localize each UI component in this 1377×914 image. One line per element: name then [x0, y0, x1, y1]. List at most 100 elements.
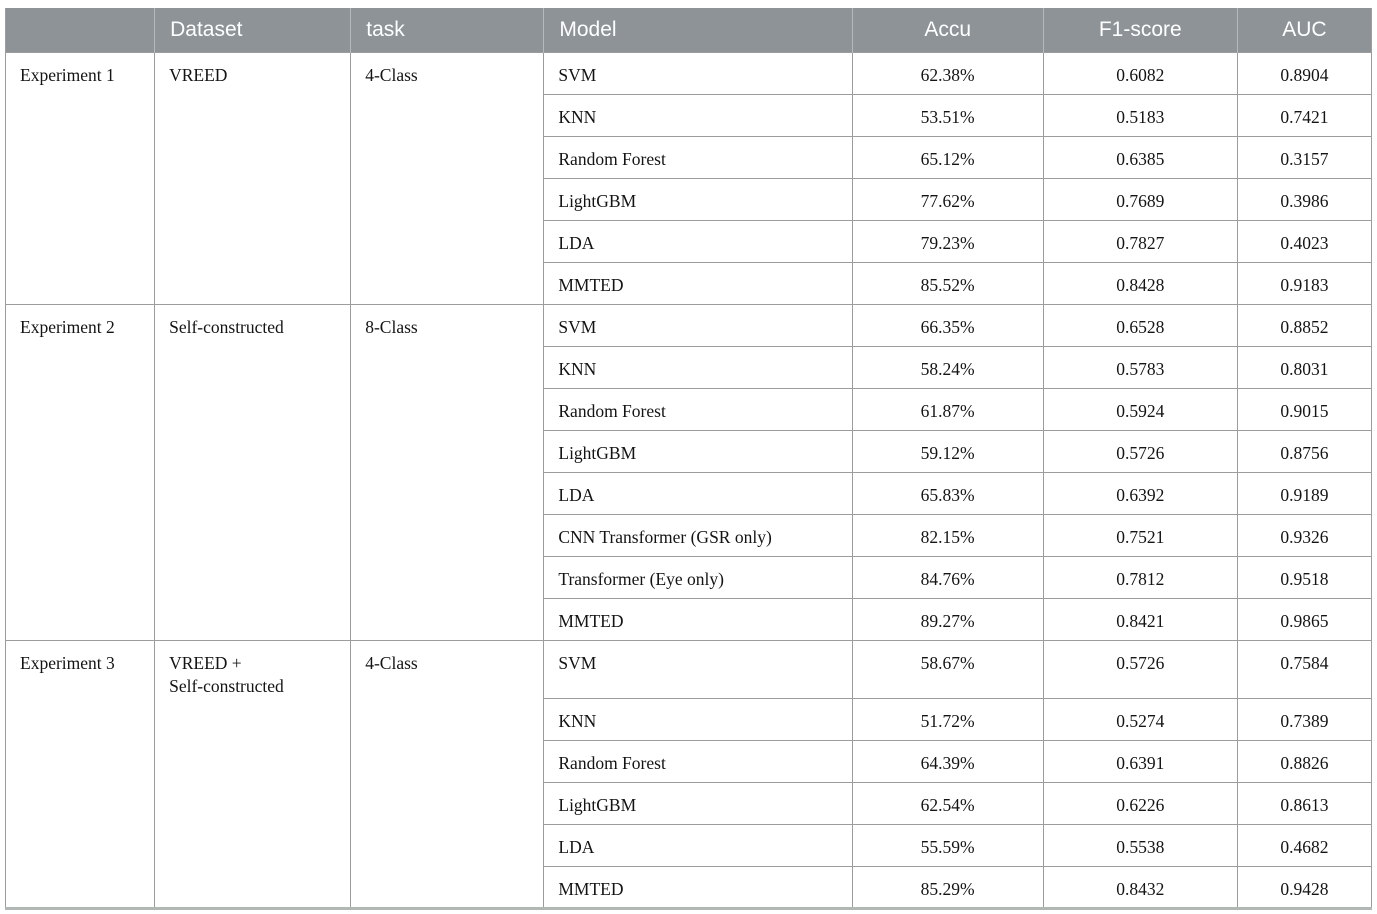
f1-cell: 0.6392: [1042, 471, 1238, 515]
task-cell: 4-Class: [350, 51, 545, 305]
accu-cell: 79.23%: [851, 219, 1044, 263]
col-header-f1-score: F1-score: [1042, 8, 1238, 52]
table-row: KNN 58.24% 0.5783 0.8031: [6, 345, 1373, 389]
auc-cell: 0.7421: [1236, 93, 1373, 137]
accu-cell: 51.72%: [851, 697, 1044, 741]
auc-cell: 0.8613: [1236, 781, 1373, 825]
col-header-auc: AUC: [1236, 8, 1372, 52]
f1-cell: 0.7689: [1042, 177, 1238, 221]
accu-cell: 65.83%: [851, 471, 1044, 515]
auc-cell: 0.8904: [1236, 51, 1373, 95]
accu-cell: 53.51%: [851, 93, 1044, 137]
table-row: MMTED 85.29% 0.8432 0.9428: [6, 865, 1373, 909]
table-row: LightGBM 59.12% 0.5726 0.8756: [6, 429, 1373, 473]
accu-cell: 59.12%: [851, 429, 1044, 473]
auc-cell: 0.9189: [1236, 471, 1373, 515]
auc-cell: 0.9183: [1236, 261, 1373, 305]
table-row: LDA 55.59% 0.5538 0.4682: [6, 823, 1373, 867]
model-cell: LDA: [543, 219, 853, 263]
accu-cell: 65.12%: [851, 135, 1044, 179]
accu-cell: 64.39%: [851, 739, 1044, 783]
auc-cell: 0.9518: [1236, 555, 1373, 599]
table-row: KNN 53.51% 0.5183 0.7421: [6, 93, 1373, 137]
table-row: Random Forest 65.12% 0.6385 0.3157: [6, 135, 1373, 179]
accu-cell: 62.54%: [851, 781, 1044, 825]
results-table-container: Dataset task Model Accu F1-score AUC Exp…: [4, 8, 1373, 910]
accu-cell: 85.52%: [851, 261, 1044, 305]
f1-cell: 0.5726: [1042, 639, 1238, 699]
col-header-model: Model: [543, 8, 853, 52]
accu-cell: 55.59%: [851, 823, 1044, 867]
model-cell: Random Forest: [543, 135, 853, 179]
auc-cell: 0.8852: [1236, 303, 1373, 347]
col-header-accu: Accu: [851, 8, 1044, 52]
f1-cell: 0.5183: [1042, 93, 1238, 137]
auc-cell: 0.9865: [1236, 597, 1373, 641]
accu-cell: 61.87%: [851, 387, 1044, 431]
table-row: LDA 65.83% 0.6392 0.9189: [6, 471, 1373, 515]
model-cell: Random Forest: [543, 739, 853, 783]
auc-cell: 0.4682: [1236, 823, 1373, 867]
accu-cell: 82.15%: [851, 513, 1044, 557]
table-row: LightGBM 77.62% 0.7689 0.3986: [6, 177, 1373, 221]
f1-cell: 0.8432: [1042, 865, 1238, 909]
auc-cell: 0.3986: [1236, 177, 1373, 221]
f1-cell: 0.5924: [1042, 387, 1238, 431]
table-body: Experiment 1 VREED 4-Class SVM 62.38% 0.6082 0…: [4, 51, 1373, 909]
model-cell: LightGBM: [543, 177, 853, 221]
f1-cell: 0.7521: [1042, 513, 1238, 557]
auc-cell: 0.7389: [1236, 697, 1373, 741]
auc-cell: 0.4023: [1236, 219, 1373, 263]
f1-cell: 0.6385: [1042, 135, 1238, 179]
model-cell: LightGBM: [543, 429, 853, 473]
table-row: CNN Transformer (GSR only) 82.15% 0.7521 0.…: [6, 513, 1373, 557]
model-cell: KNN: [543, 697, 853, 741]
auc-cell: 0.9015: [1236, 387, 1373, 431]
dataset-cell: Self-constructed: [154, 303, 352, 641]
auc-cell: 0.3157: [1236, 135, 1373, 179]
experiment-cell: Experiment 1: [4, 51, 156, 305]
model-cell: MMTED: [543, 865, 853, 909]
model-cell: LDA: [543, 471, 853, 515]
f1-cell: 0.6082: [1042, 51, 1238, 95]
accu-cell: 58.67%: [851, 639, 1044, 699]
accu-cell: 66.35%: [851, 303, 1044, 347]
f1-cell: 0.5538: [1042, 823, 1238, 867]
model-cell: SVM: [543, 639, 853, 699]
model-cell: LightGBM: [543, 781, 853, 825]
accu-cell: 62.38%: [851, 51, 1044, 95]
accu-cell: 89.27%: [851, 597, 1044, 641]
accu-cell: 84.76%: [851, 555, 1044, 599]
model-cell: MMTED: [543, 261, 853, 305]
model-cell: SVM: [543, 51, 853, 95]
dataset-cell: VREED + Self-constructed: [154, 639, 352, 909]
model-cell: CNN Transformer (GSR only): [543, 513, 853, 557]
dataset-cell: VREED: [154, 51, 352, 305]
table-row: MMTED 89.27% 0.8421 0.9865: [6, 597, 1373, 641]
auc-cell: 0.9326: [1236, 513, 1373, 557]
col-header-dataset: Dataset: [154, 8, 351, 52]
f1-cell: 0.6528: [1042, 303, 1238, 347]
f1-cell: 0.7812: [1042, 555, 1238, 599]
f1-cell: 0.5726: [1042, 429, 1238, 473]
table-row: LightGBM 62.54% 0.6226 0.8613: [6, 781, 1373, 825]
table-row: Random Forest 61.87% 0.5924 0.9015: [6, 387, 1373, 431]
experiment-cell: Experiment 3: [4, 639, 156, 909]
experiment-cell: Experiment 2: [4, 303, 156, 641]
auc-cell: 0.7584: [1236, 639, 1373, 699]
model-cell: SVM: [543, 303, 853, 347]
f1-cell: 0.5274: [1042, 697, 1238, 741]
accu-cell: 77.62%: [851, 177, 1044, 221]
table-row: Experiment 1 VREED 4-Class SVM 62.38% 0.6082 0…: [4, 51, 1373, 305]
accu-cell: 58.24%: [851, 345, 1044, 389]
model-cell: KNN: [543, 345, 853, 389]
results-table: Dataset task Model Accu F1-score AUC Exp…: [4, 8, 1373, 910]
f1-cell: 0.8428: [1042, 261, 1238, 305]
table-row: Experiment 2 Self-constructed 8-Class SVM 66…: [4, 303, 1373, 641]
f1-cell: 0.6391: [1042, 739, 1238, 783]
accu-cell: 85.29%: [851, 865, 1044, 909]
task-cell: 4-Class: [350, 639, 545, 909]
model-cell: MMTED: [543, 597, 853, 641]
col-header-task: task: [350, 8, 544, 52]
f1-cell: 0.6226: [1042, 781, 1238, 825]
